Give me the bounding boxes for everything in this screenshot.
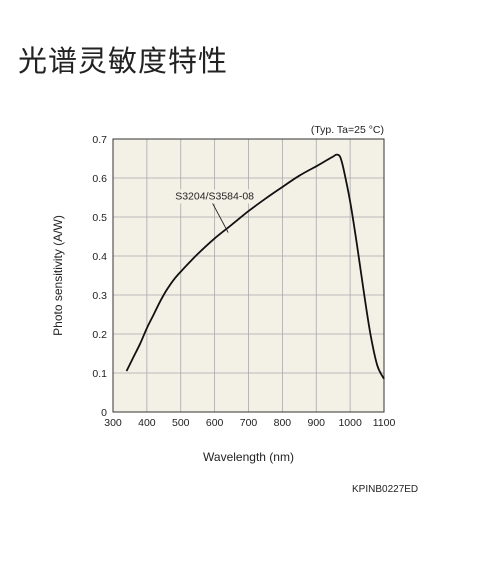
x-tick-label: 900 [307, 417, 325, 429]
y-tick-label: 0.1 [92, 368, 107, 380]
y-tick-label: 0.7 [92, 134, 107, 146]
x-tick-label: 500 [172, 417, 190, 429]
annotation-leader-line [212, 203, 229, 233]
x-axis-label: Wavelength (nm) [203, 450, 294, 464]
y-tick-label: 0.5 [92, 212, 107, 224]
x-tick-label: 400 [138, 417, 156, 429]
plot-frame [112, 138, 385, 413]
x-tick-label: 800 [274, 417, 292, 429]
x-tick-label: 300 [104, 417, 122, 429]
x-tick-label: 1000 [338, 417, 362, 429]
page-title: 光谱灵敏度特性 [18, 44, 229, 78]
condition-note: (Typ. Ta=25 °C) [311, 124, 384, 136]
series-annotation-label: S3204/S3584-08 [175, 190, 254, 202]
y-tick-label: 0.4 [92, 251, 107, 263]
y-axis-label: Photo sensitivity (A/W) [51, 215, 65, 336]
annotation-label-background [173, 189, 257, 204]
y-tick-label: 0.6 [92, 173, 107, 185]
y-tick-label: 0.3 [92, 290, 107, 302]
y-tick-label: 0.2 [92, 329, 107, 341]
x-tick-label: 1100 [373, 417, 396, 429]
y-tick-label: 0 [101, 407, 107, 419]
x-tick-label: 600 [206, 417, 224, 429]
series-line [125, 153, 385, 380]
x-tick-label: 700 [240, 417, 258, 429]
figure-code: KPINB0227ED [352, 484, 419, 495]
